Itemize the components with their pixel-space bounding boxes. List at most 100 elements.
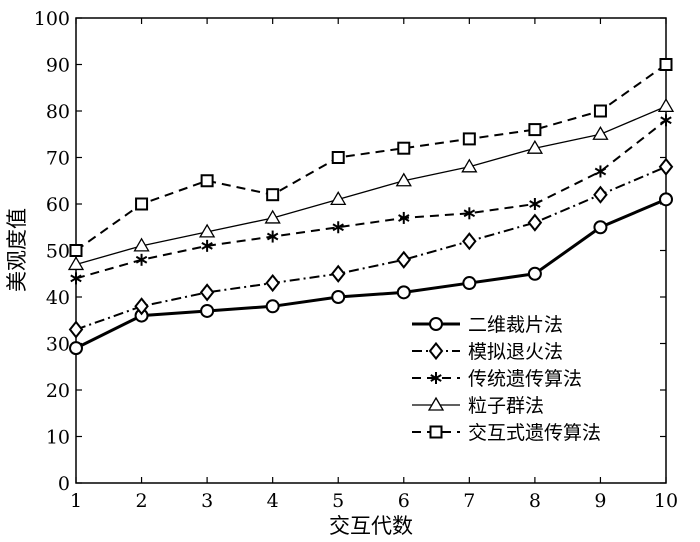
series-line <box>75 197 667 350</box>
y-axis-title: 美观度值 <box>5 208 29 292</box>
y-tick-label: 80 <box>46 101 70 123</box>
data-point <box>659 192 673 207</box>
data-point <box>462 232 477 251</box>
data-point <box>594 165 607 178</box>
data-point <box>200 174 214 188</box>
data-point <box>67 256 85 271</box>
y-tick-label: 20 <box>46 380 70 402</box>
data-point <box>265 299 280 314</box>
series-5 <box>69 58 673 257</box>
plot-frame <box>75 17 667 484</box>
legend-label: 传统遗传算法 <box>468 368 582 390</box>
data-point <box>331 290 346 304</box>
x-tick-label: 2 <box>136 490 148 512</box>
y-axis: 0 10 20 30 40 50 60 70 80 90 100 <box>34 8 666 495</box>
data-point <box>593 220 608 235</box>
data-point <box>593 185 608 204</box>
legend-item: 粒子群法 <box>412 395 544 417</box>
y-tick-label: 0 <box>58 473 70 495</box>
legend-item: 交互式遗传算法 <box>412 422 601 444</box>
data-point <box>529 198 541 210</box>
x-tick-label: 10 <box>654 490 678 512</box>
data-point <box>397 141 411 155</box>
y-tick-label: 50 <box>46 241 70 263</box>
data-point <box>264 209 281 224</box>
data-point <box>133 237 150 252</box>
x-axis-title: 交互代数 <box>329 514 413 538</box>
data-point <box>330 264 346 283</box>
data-point <box>395 172 412 187</box>
x-tick-label: 8 <box>529 490 541 512</box>
legend-item: 传统遗传算法 <box>412 368 582 390</box>
y-tick-label: 60 <box>46 194 70 216</box>
y-tick-label: 10 <box>46 427 70 449</box>
data-point <box>198 223 216 238</box>
data-point <box>658 157 674 176</box>
data-point <box>592 125 609 140</box>
legend-label: 模拟退火法 <box>468 341 563 363</box>
data-point <box>134 297 149 316</box>
x-tick-label: 5 <box>332 490 344 512</box>
y-tick-label: 90 <box>46 55 70 77</box>
data-point <box>332 221 344 234</box>
data-point <box>68 320 84 339</box>
legend-label: 粒子群法 <box>468 395 544 417</box>
series-line <box>75 119 667 280</box>
data-point <box>266 230 279 243</box>
series-line <box>75 165 667 331</box>
legend-marker <box>427 396 445 411</box>
data-point <box>70 272 82 285</box>
x-axis: 1 2 3 4 5 6 7 8 9 10 <box>70 18 678 512</box>
data-point <box>266 188 280 202</box>
x-tick-label: 4 <box>267 490 279 512</box>
y-tick-label: 100 <box>34 8 70 30</box>
x-tick-label: 1 <box>70 490 82 512</box>
data-point <box>396 285 411 300</box>
legend-label: 交互式遗传算法 <box>468 422 601 444</box>
series-line <box>75 105 667 266</box>
data-point <box>660 114 672 127</box>
data-point <box>396 250 412 269</box>
series-line <box>75 63 667 252</box>
y-tick-label: 70 <box>46 148 70 170</box>
data-point <box>200 303 215 318</box>
data-point <box>201 239 213 252</box>
x-tick-label: 9 <box>594 490 606 512</box>
data-point <box>398 211 410 224</box>
data-point <box>593 104 607 118</box>
data-point <box>461 158 478 173</box>
legend-item: 模拟退火法 <box>412 341 563 363</box>
data-point <box>135 253 148 266</box>
series-2 <box>68 157 674 339</box>
data-point <box>659 58 673 71</box>
data-point <box>463 207 476 220</box>
series-4 <box>67 98 675 271</box>
data-point <box>330 191 347 206</box>
legend-marker <box>428 341 444 361</box>
y-tick-label: 40 <box>46 287 70 309</box>
data-point <box>527 266 542 281</box>
legend-marker <box>429 317 443 331</box>
data-point <box>331 151 345 164</box>
x-tick-label: 3 <box>201 490 213 512</box>
series-layer <box>67 58 675 356</box>
legend-item: 二维裁片法 <box>412 314 563 336</box>
data-point <box>265 273 280 293</box>
x-tick-label: 6 <box>398 490 410 512</box>
data-point <box>199 283 215 302</box>
data-point <box>69 244 83 257</box>
legend-label: 二维裁片法 <box>468 314 563 336</box>
data-point <box>462 276 477 291</box>
data-point <box>527 213 543 232</box>
y-tick-label: 30 <box>46 334 70 356</box>
data-point <box>528 123 542 137</box>
series-3 <box>70 114 672 285</box>
data-point <box>526 139 544 154</box>
data-point <box>69 341 83 356</box>
series-1 <box>69 192 673 356</box>
x-tick-label: 7 <box>463 490 475 512</box>
legend-marker <box>430 372 442 384</box>
